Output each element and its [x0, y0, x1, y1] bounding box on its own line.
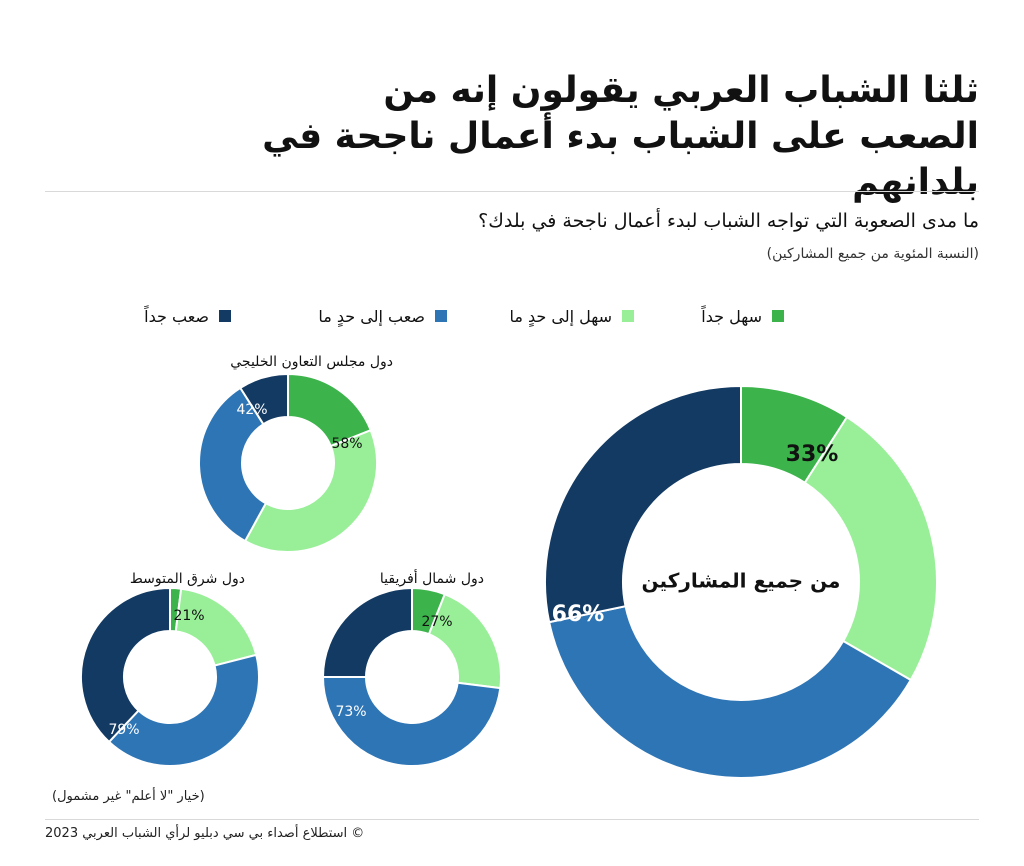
survey-question: ما مدى الصعوبة التي تواجه الشباب لبدء أع…	[478, 210, 979, 232]
donut-slice	[243, 428, 378, 553]
legend-label: صعب جداً	[144, 306, 209, 326]
legend-item-very-easy: سهل جداً	[701, 304, 784, 328]
data-label-difficult: 42%	[236, 402, 267, 418]
legend-swatch	[219, 310, 231, 322]
donut-slice	[803, 415, 938, 682]
legend-item-somewhat-difficult: صعب إلى حدٍ ما	[318, 304, 447, 328]
legend-label: سهل جداً	[701, 306, 762, 326]
data-label-easy: 33%	[786, 442, 839, 467]
data-label-difficult: 73%	[335, 704, 366, 720]
subnote: (النسبة المئوية من جميع المشاركين)	[766, 246, 979, 262]
donut-slice	[547, 604, 913, 779]
data-label-difficult: 66%	[552, 602, 605, 627]
donut-slice	[198, 386, 268, 543]
donut-slice	[321, 586, 413, 678]
donut-center-label: من جميع المشاركين	[642, 569, 841, 593]
legend: سهل جداً سهل إلى حدٍ ما صعب إلى حدٍ ما ص…	[0, 304, 1024, 328]
divider-bottom	[45, 819, 979, 820]
legend-swatch	[772, 310, 784, 322]
data-label-difficult: 79%	[108, 722, 139, 738]
footnote: (خيار "لا أعلم" غير مشمول)	[52, 789, 205, 804]
donut-slice	[321, 676, 502, 767]
source-credit: © استطلاع أصداء بي سي دبليو لرأي الشباب …	[45, 826, 365, 841]
page-title: ثلثا الشباب العربي يقولون إنه من الصعب ع…	[262, 70, 979, 203]
data-label-easy: 58%	[331, 436, 362, 452]
data-label-easy: 21%	[173, 608, 204, 624]
donut-title: دول مجلس التعاون الخليجي	[230, 354, 393, 370]
donut-slice	[80, 586, 171, 744]
data-label-easy: 27%	[421, 614, 452, 630]
donut-slice	[107, 653, 260, 767]
donut-title: دول شمال أفريقيا	[380, 569, 484, 587]
legend-item-somewhat-easy: سهل إلى حدٍ ما	[509, 304, 634, 328]
legend-swatch	[435, 310, 447, 322]
divider-top	[45, 191, 979, 192]
donut-title: دول شرق المتوسط	[130, 571, 245, 587]
donut-slice	[544, 384, 742, 624]
donut-slice	[238, 372, 289, 426]
legend-item-very-difficult: صعب جداً	[144, 304, 231, 328]
legend-label: سهل إلى حدٍ ما	[509, 306, 612, 326]
donut-slice	[427, 592, 502, 690]
legend-label: صعب إلى حدٍ ما	[318, 306, 425, 326]
legend-swatch	[622, 310, 634, 322]
donut-slice	[174, 587, 258, 667]
